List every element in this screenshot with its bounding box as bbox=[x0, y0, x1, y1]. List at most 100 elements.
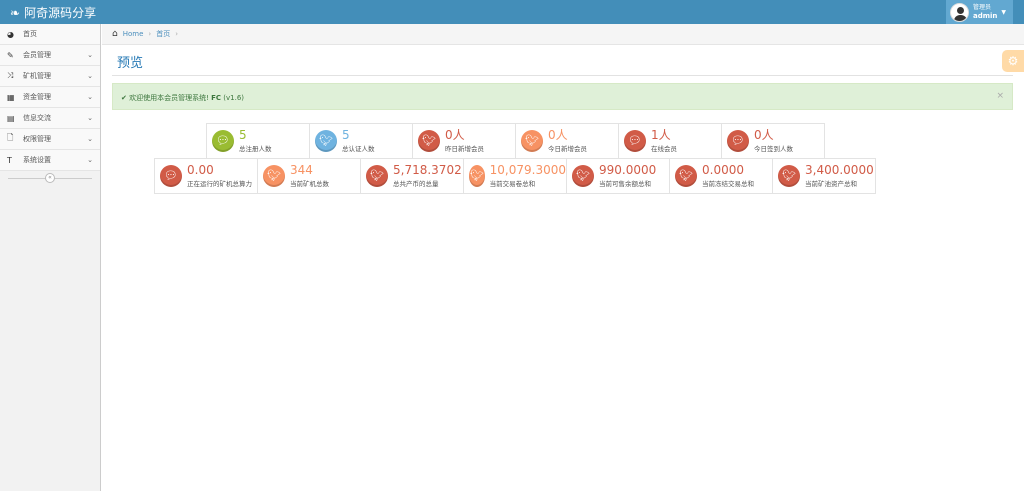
navbar: ❧ 阿奇源码分享 管理员 admin ▼ bbox=[0, 0, 1024, 24]
twitter-icon: 🐦︎ bbox=[263, 165, 285, 187]
stat-label: 在线会员 bbox=[651, 145, 677, 153]
stat-value: 5 bbox=[342, 128, 350, 142]
alert-bold: FC bbox=[211, 94, 222, 102]
sidebar-item-label: 资金管理 bbox=[23, 93, 51, 101]
stat-label: 总认证人数 bbox=[342, 145, 375, 153]
stat-value: 0.0000 bbox=[702, 163, 744, 177]
stat-value: 0人 bbox=[445, 128, 465, 142]
sidebar-collapse-toggle[interactable]: « bbox=[0, 171, 100, 185]
sidebar-item[interactable]: ▦ 资金管理 ⌄ bbox=[0, 87, 100, 108]
stat-box: 💬︎ 5 总注册人数 bbox=[206, 123, 310, 159]
twitter-icon: 🐦︎ bbox=[366, 165, 388, 187]
stat-box: 🐦︎ 5,718.3702 总共产币的总量 bbox=[360, 158, 464, 194]
sidebar-item[interactable]: T 系统设置 ⌄ bbox=[0, 150, 100, 171]
stat-box: 🐦︎ 5 总认证人数 bbox=[309, 123, 413, 159]
twitter-icon: 🐦︎ bbox=[675, 165, 697, 187]
divider bbox=[112, 75, 1013, 76]
brand-text: 阿奇源码分享 bbox=[24, 6, 97, 20]
stat-box: 💬︎ 0.00 正在运行的矿机总算力 bbox=[154, 158, 258, 194]
stat-box: 🐦︎ 3,400.0000 当前矿池资产总和 bbox=[772, 158, 876, 194]
stat-box: 🐦︎ 990.0000 当前可售余额总和 bbox=[566, 158, 670, 194]
chevron-down-icon: ⌄ bbox=[87, 51, 93, 59]
sidebar-item-label: 信息交流 bbox=[23, 114, 51, 122]
stat-value: 0.00 bbox=[187, 163, 214, 177]
twitter-icon: 🐦︎ bbox=[315, 130, 337, 152]
stat-box: 🐦︎ 344 当前矿机总数 bbox=[257, 158, 361, 194]
brand[interactable]: ❧ 阿奇源码分享 bbox=[10, 4, 96, 21]
stat-value: 344 bbox=[290, 163, 313, 177]
twitter-icon: 🐦︎ bbox=[469, 165, 485, 187]
stats-row-1: 💬︎ 5 总注册人数 🐦︎ 5 总认证人数 🐦︎ 0人昨日新增会员 🐦︎ 0人今日新增会员 💬︎ 1人… bbox=[206, 123, 825, 159]
comments-icon: 💬︎ bbox=[160, 165, 182, 187]
stat-box: 💬︎ 1人 在线会员 bbox=[618, 123, 722, 159]
caret-down-icon: ▼ bbox=[1001, 8, 1007, 16]
comments-icon: 💬︎ bbox=[624, 130, 646, 152]
page-title: 预览 bbox=[117, 56, 144, 71]
sidebar-item-label: 会员管理 bbox=[23, 51, 51, 59]
twitter-icon: 🐦︎ bbox=[778, 165, 800, 187]
user-menu[interactable]: 管理员 admin ▼ bbox=[946, 0, 1013, 24]
double-angle-left-icon: « bbox=[45, 173, 55, 183]
edit-icon: ✎ bbox=[7, 50, 14, 60]
close-icon[interactable]: × bbox=[996, 91, 1004, 101]
chevron-down-icon: ⌄ bbox=[87, 135, 93, 143]
user-role: 管理员 bbox=[973, 3, 992, 11]
file-icon: 🗋 bbox=[7, 133, 14, 142]
twitter-icon: 🐦︎ bbox=[572, 165, 594, 187]
stat-label: 正在运行的矿机总算力 bbox=[187, 180, 252, 188]
stat-value: 5,718.3702 bbox=[393, 163, 462, 177]
sidebar-item[interactable]: ▤ 信息交流 ⌄ bbox=[0, 108, 100, 129]
stat-value: 3,400.0000 bbox=[805, 163, 874, 177]
stat-label: 当前交易卷总和 bbox=[489, 180, 536, 188]
sidebar-item[interactable]: ◕ 首页 bbox=[0, 24, 100, 45]
calendar-icon: ▦ bbox=[7, 92, 15, 102]
user-name: admin bbox=[973, 11, 998, 20]
text-icon: T bbox=[7, 155, 12, 165]
stat-label: 当前冻结交易总和 bbox=[702, 180, 754, 188]
sidebar-item-label: 首页 bbox=[23, 30, 37, 38]
stat-label: 昨日新增会员 bbox=[445, 145, 484, 153]
comments-icon: 💬︎ bbox=[212, 130, 234, 152]
alert-text: 欢迎使用本会员管理系统! bbox=[129, 94, 212, 102]
breadcrumb-home[interactable]: Home bbox=[122, 30, 144, 38]
random-icon: ⤨ bbox=[7, 71, 14, 80]
sidebar: ◕ 首页 ✎ 会员管理 ⌄ ⤨ 矿机管理 ⌄ ▦ 资金管理 ⌄ ▤ 信息交流 ⌄ 🗋 权限管理 ⌄ T 系统设置 ⌄ « bbox=[0, 24, 101, 491]
chevron-down-icon: ⌄ bbox=[87, 72, 93, 80]
sidebar-item[interactable]: ✎ 会员管理 ⌄ bbox=[0, 45, 100, 66]
settings-gear-button[interactable]: ⚙ bbox=[1002, 50, 1024, 72]
stat-label: 当前可售余额总和 bbox=[599, 180, 651, 188]
sidebar-item-label: 系统设置 bbox=[23, 156, 51, 164]
welcome-alert: ✔ 欢迎使用本会员管理系统! FC (v1.6) × bbox=[112, 83, 1013, 110]
twitter-icon: 🐦︎ bbox=[418, 130, 440, 152]
stat-box: 🐦︎ 0.0000 当前冻结交易总和 bbox=[669, 158, 773, 194]
sidebar-item[interactable]: 🗋 权限管理 ⌄ bbox=[0, 129, 100, 150]
stat-label: 当前矿池资产总和 bbox=[805, 180, 857, 188]
stat-value: 5 bbox=[239, 128, 247, 142]
stat-box: 🐦︎ 0人昨日新增会员 bbox=[412, 123, 516, 159]
twitter-icon: 🐦︎ bbox=[521, 130, 543, 152]
alert-version: (v1.6) bbox=[223, 94, 245, 102]
avatar bbox=[950, 2, 969, 22]
stat-label: 总注册人数 bbox=[239, 145, 272, 153]
check-icon: ✔ bbox=[121, 94, 127, 102]
breadcrumb-separator: › bbox=[148, 30, 152, 38]
breadcrumb-current[interactable]: 首页 bbox=[156, 30, 171, 38]
sidebar-item[interactable]: ⤨ 矿机管理 ⌄ bbox=[0, 66, 100, 87]
list-alt-icon: ▤ bbox=[7, 113, 15, 123]
stat-label: 今日新增会员 bbox=[548, 145, 587, 153]
stat-box: 🐦︎ 10,079.3000 当前交易卷总和 bbox=[463, 158, 567, 194]
stat-label: 当前矿机总数 bbox=[290, 180, 329, 188]
sidebar-item-label: 矿机管理 bbox=[23, 72, 51, 80]
chevron-down-icon: ⌄ bbox=[87, 156, 93, 164]
stat-box: 🐦︎ 0人今日新增会员 bbox=[515, 123, 619, 159]
stats-row-2: 💬︎ 0.00 正在运行的矿机总算力 🐦︎ 344 当前矿机总数 🐦︎ 5,718.3702 总… bbox=[154, 158, 876, 194]
stat-value: 10,079.3000 bbox=[489, 163, 566, 177]
chevron-down-icon: ⌄ bbox=[87, 114, 93, 122]
stat-label: 总共产币的总量 bbox=[393, 180, 439, 188]
sidebar-item-label: 权限管理 bbox=[23, 135, 51, 143]
breadcrumb: ⌂ Home › 首页 › bbox=[102, 24, 1024, 45]
stat-value: 990.0000 bbox=[599, 163, 657, 177]
stat-label: 今日签到人数 bbox=[754, 145, 793, 153]
stat-value: 0人 bbox=[548, 128, 568, 142]
dashboard-icon: ◕ bbox=[7, 29, 14, 39]
